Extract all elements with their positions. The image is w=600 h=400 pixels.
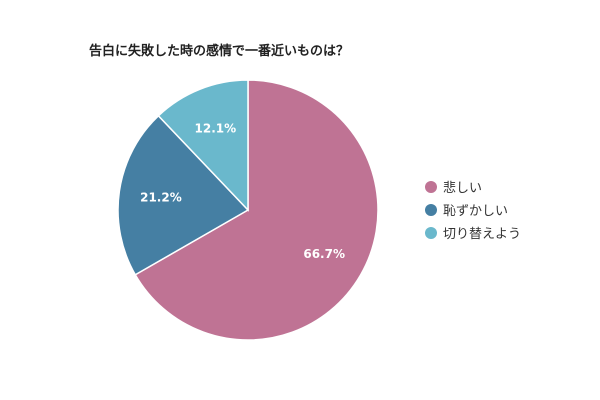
legend-item-sad: 悲しい	[425, 175, 521, 198]
pie-slice-sad	[134, 79, 379, 341]
pie-slice-embarrassed	[117, 114, 250, 276]
chart-title: 告白に失敗した時の感情で一番近いものは？	[89, 44, 350, 59]
legend-swatch	[425, 180, 437, 193]
pie-slice-move-on	[157, 79, 249, 212]
legend: 悲しい恥ずかしい切り替えよう	[425, 175, 521, 244]
data-label-sad: 66.7%	[303, 247, 345, 261]
legend-swatch	[425, 203, 437, 216]
legend-label: 恥ずかしい	[443, 204, 509, 219]
legend-label: 悲しい	[443, 181, 483, 196]
data-label-move-on: 12.1%	[195, 121, 237, 135]
legend-swatch	[425, 226, 437, 239]
legend-label: 切り替えよう	[443, 227, 522, 242]
legend-item-embarrassed: 恥ずかしい	[425, 198, 521, 221]
legend-item-move-on: 切り替えよう	[425, 221, 521, 244]
data-label-embarrassed: 21.2%	[140, 190, 182, 204]
